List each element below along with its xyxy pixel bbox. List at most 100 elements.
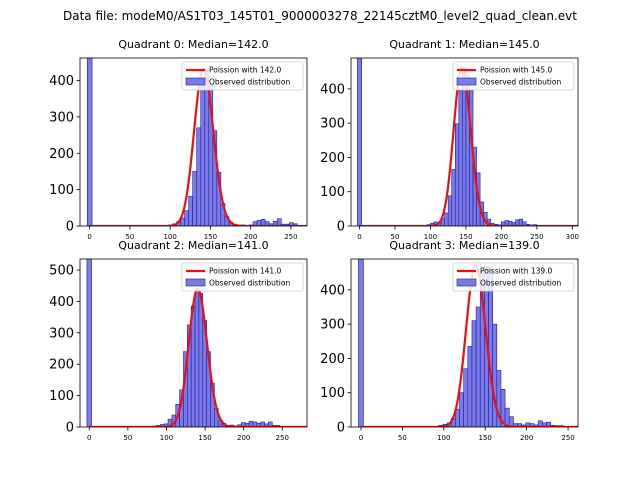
quadrant-1-histogram-bar	[462, 67, 467, 226]
quadrant-1-xtick-label: 150	[459, 233, 472, 241]
quadrant-0-legend-observed-label: Observed distribution	[209, 78, 290, 87]
quadrant-2-ytick-label: 0	[66, 421, 74, 436]
quadrant-2-title: Quadrant 2: Median=141.0	[118, 239, 268, 252]
quadrant-0-legend-box	[181, 61, 304, 91]
quadrant-1-legend-box	[452, 61, 575, 91]
quadrant-0-poisson-curve	[89, 67, 307, 226]
quadrant-3-title: Quadrant 3: Median=139.0	[389, 239, 539, 252]
quadrant-3-histogram-bar	[508, 416, 514, 427]
quadrant-0-chart: Quadrant 0: Median=142.0 0 100 200 300 400 0 50…	[49, 38, 308, 241]
quadrant-2-ytick-label: 200	[49, 358, 74, 373]
quadrant-3-poisson-curve	[360, 264, 578, 427]
quadrant-0-histogram-bar	[196, 127, 202, 226]
quadrant-2-xtick-label: 100	[160, 434, 173, 442]
quadrant-2-histogram-bar	[194, 288, 200, 427]
quadrant-1-legend-observed-label: Observed distribution	[480, 78, 561, 87]
quadrant-2-legend-bar-swatch	[185, 278, 206, 287]
quadrant-2-histogram-bar	[268, 421, 273, 427]
quadrant-2-ytick-label: 100	[49, 389, 74, 404]
quadrant-1-ytick-label: 0	[337, 220, 345, 235]
quadrant-3-histogram-bar	[471, 320, 477, 427]
quadrant-1-axes-frame	[350, 57, 579, 227]
quadrant-3-legend-bar-swatch	[456, 278, 477, 287]
quadrant-0-ytick-label: 400	[49, 74, 74, 89]
quadrant-1-histogram-bar	[447, 195, 453, 226]
quadrant-0-histogram-bar	[188, 195, 193, 226]
quadrant-3-zero-bin-bar	[358, 259, 364, 427]
quadrant-0-ytick-label: 100	[49, 183, 74, 198]
quadrant-1-xtick-label: 250	[530, 233, 543, 241]
quadrant-1-xtick-label: 0	[357, 233, 361, 241]
quadrant-3-ytick-label: 300	[320, 318, 345, 333]
quadrant-2-xtick-label: 0	[87, 434, 91, 442]
quadrant-1-histogram-bar	[454, 123, 460, 226]
quadrant-3-histogram-bar	[492, 323, 498, 427]
quadrant-3-histogram-bar	[463, 368, 469, 427]
quadrant-0-xtick-label: 200	[244, 233, 257, 241]
quadrant-0-legend-poisson-label: Poission with 142.0	[209, 66, 282, 75]
quadrant-0-ytick-label: 300	[49, 110, 74, 125]
quadrant-3-ytick-label: 0	[337, 421, 345, 436]
quadrant-0-axes-frame	[79, 57, 308, 227]
quadrant-0-histogram-bar	[184, 210, 189, 226]
quadrant-2-xtick-label: 50	[123, 434, 132, 442]
quadrant-1-poisson-curve	[359, 66, 578, 226]
quadrant-1-histogram-bar	[458, 90, 463, 226]
quadrant-2-xtick-label: 150	[198, 434, 211, 442]
quadrant-0-histogram-bar	[276, 218, 282, 226]
quadrant-1-legend-poisson-label: Poission with 145.0	[480, 66, 553, 75]
quadrant-0-ytick-label: 0	[66, 220, 74, 235]
quadrant-1-title: Quadrant 1: Median=145.0	[389, 38, 539, 51]
quadrant-3-xtick-label: 100	[437, 434, 450, 442]
quadrant-3-legend-observed-label: Observed distribution	[480, 279, 561, 288]
figure-suptitle: Data file: modeM0/AS1T03_145T01_90000032…	[63, 9, 577, 23]
quadrant-3-xtick-label: 150	[479, 434, 492, 442]
quadrant-2-legend-box	[181, 262, 304, 292]
quadrant-3-histogram-bar	[546, 421, 551, 427]
quadrant-3-axes-frame	[350, 258, 579, 428]
quadrant-1-xtick-label: 300	[566, 233, 579, 241]
quadrant-2-legend-observed-label: Observed distribution	[209, 279, 290, 288]
quadrant-0-xtick-label: 250	[284, 233, 297, 241]
quadrant-2-legend: Poission with 141.0 Observed distribution	[181, 262, 304, 292]
quadrant-3-chart: Quadrant 3: Median=139.0 0 100 200 300 400 0 50…	[320, 239, 579, 442]
quadrant-0-histogram-bar	[200, 80, 206, 226]
quadrant-3-legend-poisson-label: Poission with 139.0	[480, 267, 553, 276]
quadrant-2-legend-poisson-label: Poission with 141.0	[209, 267, 282, 276]
quadrant-3-histogram-bar	[467, 346, 473, 427]
quadrant-2-ytick-label: 400	[49, 295, 74, 310]
quadrant-0-zero-bin-bar	[86, 58, 93, 226]
quadrant-0-legend: Poission with 142.0 Observed distribution	[181, 61, 304, 91]
quadrant-0-xtick-label: 0	[87, 233, 91, 241]
quadrant-3-histogram-bar	[488, 268, 493, 427]
quadrant-1-histogram-bar	[451, 169, 456, 226]
quadrant-2-ytick-label: 300	[49, 326, 74, 341]
quadrant-1-xtick-label: 200	[495, 233, 508, 241]
quadrant-0-xtick-label: 50	[125, 233, 134, 241]
quadrant-1-xtick-label: 50	[391, 233, 400, 241]
quadrant-0-legend-bar-swatch	[185, 77, 206, 86]
quadrant-3-xtick-label: 0	[359, 434, 363, 442]
quadrant-1-ytick-label: 100	[320, 185, 345, 200]
quadrant-1-zero-bin-bar	[357, 58, 362, 226]
quadrant-3-xtick-label: 50	[398, 434, 407, 442]
quadrant-0-histogram-bar	[192, 171, 198, 226]
quadrant-0-title: Quadrant 0: Median=142.0	[118, 38, 268, 51]
quadrant-1-ytick-label: 300	[320, 117, 345, 132]
quadrant-3-xtick-label: 250	[561, 434, 574, 442]
quadrant-3-plot-area	[358, 259, 578, 427]
quadrant-3-ytick-label: 400	[320, 283, 345, 298]
quadrant-3-legend: Poission with 139.0 Observed distribution	[452, 262, 575, 292]
quadrant-2-zero-bin-bar	[86, 259, 92, 427]
quadrant-1-legend-bar-swatch	[456, 77, 477, 86]
quadrant-1-chart: Quadrant 1: Median=145.0 0 100 200 300 400 0 50…	[320, 38, 579, 241]
quadrant-3-legend-box	[452, 262, 575, 292]
quadrant-0-xtick-label: 100	[163, 233, 176, 241]
quadrant-2-chart: Quadrant 2: Median=141.00100200300400500…	[49, 239, 308, 442]
quadrant-1-ytick-label: 400	[320, 82, 345, 97]
quadrant-3-ytick-label: 200	[320, 352, 345, 367]
quadrant-2-ytick-label: 500	[49, 263, 74, 278]
quadrant-3-histogram-bar	[459, 392, 464, 427]
quadrant-1-histogram-bar	[444, 212, 449, 226]
quadrant-3-histogram-bar	[475, 306, 481, 427]
